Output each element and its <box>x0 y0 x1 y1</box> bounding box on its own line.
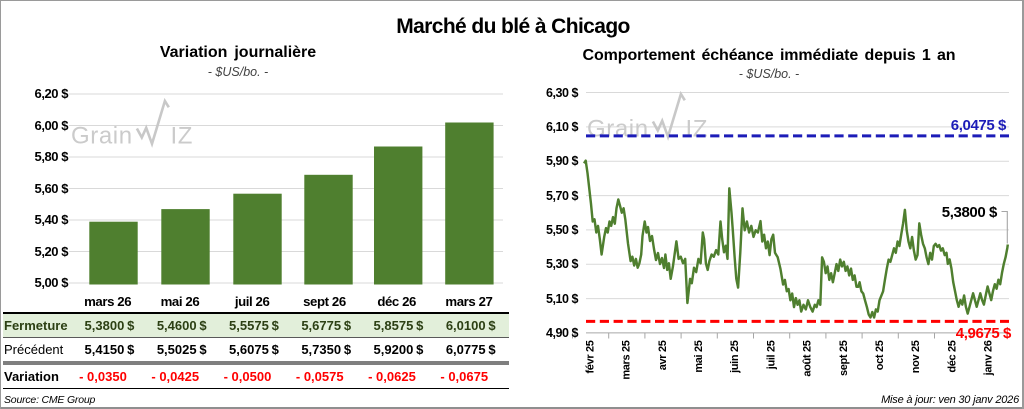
svg-text:févr 25: févr 25 <box>584 340 596 373</box>
svg-text:oct 25: oct 25 <box>874 340 886 370</box>
svg-text:août 25: août 25 <box>802 340 814 376</box>
svg-text:sept 25: sept 25 <box>838 340 850 376</box>
svg-text:nov 25: nov 25 <box>910 340 922 373</box>
svg-text:mai 25: mai 25 <box>693 340 705 372</box>
svg-text:Grain: Grain <box>587 116 649 143</box>
svg-text:IZ: IZ <box>171 123 194 150</box>
svg-text:avr 25: avr 25 <box>657 340 669 370</box>
svg-text:mars 25: mars 25 <box>621 340 633 379</box>
svg-text:juin 25: juin 25 <box>729 340 741 374</box>
svg-text:janv 26: janv 26 <box>983 340 995 376</box>
svg-text:déc 25: déc 25 <box>946 340 958 372</box>
svg-text:Grain: Grain <box>71 123 133 150</box>
svg-text:juil 25: juil 25 <box>765 340 777 370</box>
